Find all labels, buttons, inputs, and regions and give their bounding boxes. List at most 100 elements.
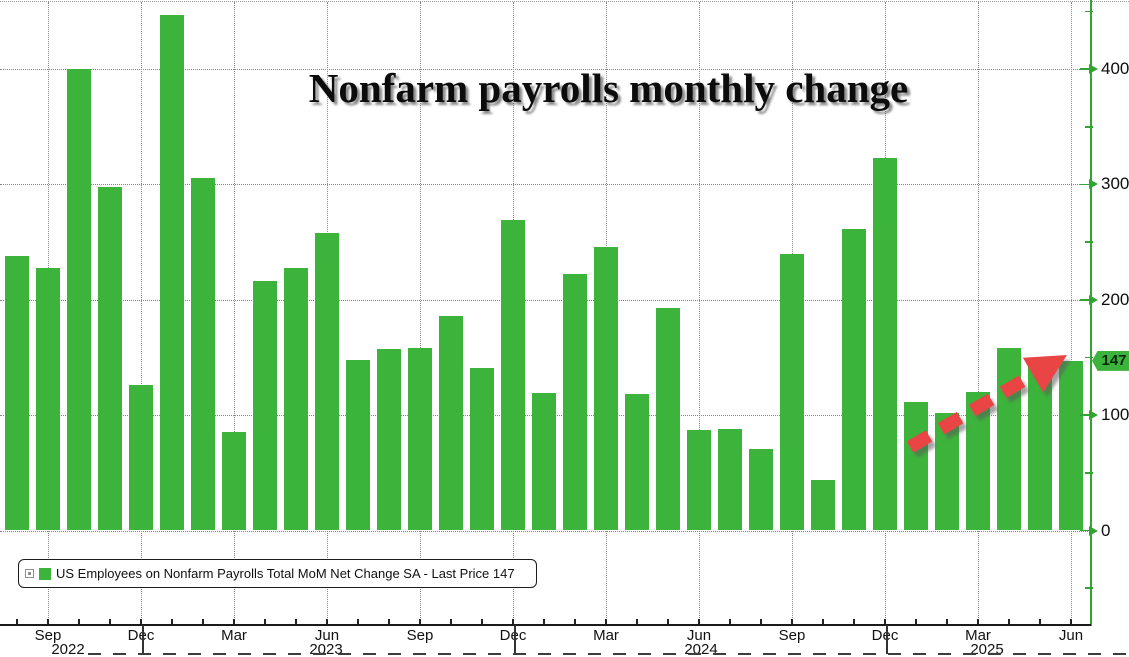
x-minor-tick <box>698 619 700 624</box>
y-tick-arrow-icon <box>1089 410 1098 421</box>
bar-oct-2022 <box>67 69 91 531</box>
bar-sep-2022 <box>36 267 60 531</box>
year-label-2022: 2022 <box>51 641 85 657</box>
x-axis-label: Sep <box>778 627 806 644</box>
h-gridline-400 <box>0 69 1090 71</box>
legend-label: US Employees on Nonfarm Payrolls Total M… <box>56 566 515 581</box>
y-minor-tick <box>1085 587 1093 589</box>
bar-aug-2022 <box>5 255 29 531</box>
bar-mar-2023 <box>222 432 246 531</box>
x-minor-tick <box>16 619 18 624</box>
y-tick-tail <box>1080 183 1090 186</box>
bar-jul-2024 <box>718 428 742 531</box>
x-minor-tick <box>419 619 421 624</box>
x-minor-tick <box>915 619 917 624</box>
bar-oct-2023 <box>439 315 463 531</box>
year-separator <box>514 625 516 654</box>
v-gridline <box>1071 2 1072 624</box>
y-axis-label-300: 300 <box>1101 174 1129 194</box>
x-minor-tick <box>233 619 235 624</box>
y-tick-arrow-icon <box>1089 525 1098 536</box>
h-gridline-200 <box>0 299 1090 301</box>
bar-oct-2024 <box>811 479 835 531</box>
bar-sep-2023 <box>408 348 432 531</box>
y-tick-tail <box>1080 529 1090 532</box>
x-minor-tick <box>636 619 638 624</box>
x-minor-tick <box>977 619 979 624</box>
x-minor-tick <box>729 619 731 624</box>
bar-nov-2023 <box>470 367 494 531</box>
x-axis-label: Mar <box>593 627 619 644</box>
x-minor-tick <box>853 619 855 624</box>
legend-box[interactable]: US Employees on Nonfarm Payrolls Total M… <box>18 559 537 588</box>
x-minor-tick <box>47 619 49 624</box>
bar-may-2024 <box>656 307 680 531</box>
bar-dec-2023 <box>501 220 525 531</box>
y-axis-line <box>1090 0 1092 626</box>
bar-sep-2024 <box>780 253 804 531</box>
bar-jun-2023 <box>315 232 339 531</box>
h-gridline-300 <box>0 184 1090 186</box>
y-axis-label-100: 100 <box>1101 405 1129 425</box>
x-axis-label: Dec <box>499 627 527 644</box>
v-gridline <box>420 2 421 624</box>
y-minor-tick <box>1085 472 1093 474</box>
bar-jun-2024 <box>687 430 711 531</box>
x-minor-tick <box>1039 619 1041 624</box>
v-gridline <box>699 2 700 624</box>
x-minor-tick <box>884 619 886 624</box>
bar-jun-2025 <box>1059 360 1083 531</box>
x-axis-label: Sep <box>406 627 434 644</box>
x-minor-tick <box>388 619 390 624</box>
bar-jan-2023 <box>160 14 184 531</box>
bar-apr-2025 <box>997 348 1021 531</box>
bar-apr-2024 <box>625 394 649 531</box>
bottom-panel-edge <box>88 653 1129 655</box>
bar-mar-2024 <box>594 246 618 531</box>
v-gridline <box>978 2 979 624</box>
bar-aug-2024 <box>749 448 773 531</box>
x-minor-tick <box>326 619 328 624</box>
top-border-gridline <box>0 1 1129 2</box>
y-tick-tail <box>1080 299 1090 301</box>
year-separator <box>142 625 144 654</box>
year-separator <box>886 625 888 654</box>
x-minor-tick <box>202 619 204 624</box>
x-minor-tick <box>357 619 359 624</box>
x-minor-tick <box>512 619 514 624</box>
y-tick-tail <box>1080 68 1090 70</box>
y-minor-tick <box>1085 10 1093 13</box>
bar-nov-2022 <box>98 186 122 531</box>
series-swatch-icon <box>39 567 51 580</box>
x-minor-tick <box>109 619 111 624</box>
x-minor-tick <box>78 619 80 624</box>
y-axis-label-0: 0 <box>1101 520 1111 540</box>
x-minor-tick <box>543 619 545 624</box>
last-price-value: 147 <box>1101 352 1127 370</box>
x-axis-label: Dec <box>871 627 899 644</box>
x-minor-tick <box>822 619 824 624</box>
y-minor-tick <box>1085 125 1093 128</box>
bar-mar-2025 <box>966 392 990 531</box>
x-minor-tick <box>760 619 762 624</box>
y-axis-label-200: 200 <box>1101 289 1129 309</box>
last-price-tag: 147 <box>1092 350 1129 371</box>
x-minor-tick <box>140 619 142 624</box>
y-tick-arrow-icon <box>1089 179 1098 190</box>
x-minor-tick <box>450 619 452 624</box>
x-minor-tick <box>264 619 266 624</box>
v-gridline <box>234 2 235 624</box>
bar-apr-2023 <box>253 281 277 531</box>
expand-icon[interactable] <box>25 569 34 578</box>
x-minor-tick <box>574 619 576 624</box>
bar-nov-2024 <box>842 229 866 531</box>
x-minor-tick <box>605 619 607 624</box>
y-tick-tail <box>1080 414 1090 416</box>
bar-dec-2024 <box>873 157 897 531</box>
x-axis-label: Mar <box>965 627 991 644</box>
x-minor-tick <box>1070 619 1072 624</box>
x-minor-tick <box>791 619 793 624</box>
bar-feb-2023 <box>191 177 215 531</box>
